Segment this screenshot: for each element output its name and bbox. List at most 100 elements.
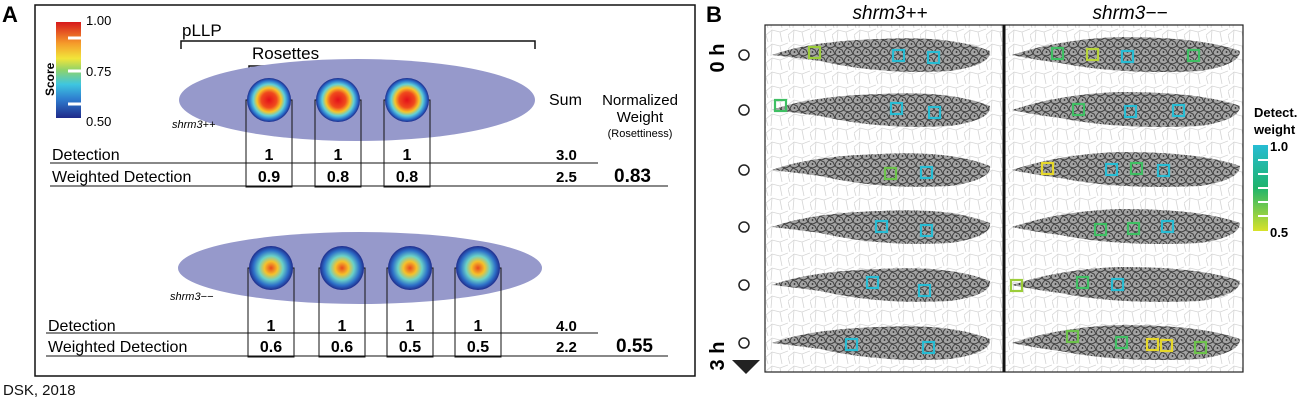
normalized-label-1: Normalized	[602, 92, 678, 109]
tissue-strip-right	[1012, 37, 1240, 72]
detection-box	[1126, 221, 1141, 236]
legend-title-2: weight	[1253, 122, 1296, 137]
mut-sum-weighted: 2.2	[556, 339, 577, 356]
detection-box	[919, 223, 934, 238]
timepoint-dot	[738, 164, 750, 176]
detection-box	[1009, 278, 1024, 293]
detection-box	[1145, 337, 1160, 352]
detection-box	[1050, 46, 1065, 61]
normalized-label-2: Weight	[617, 109, 664, 126]
detection-box	[891, 48, 906, 63]
rosettes-label: Rosettes	[252, 44, 319, 63]
wt-weighted-label: Weighted Detection	[52, 169, 191, 186]
mut-detection-value: 1	[406, 318, 415, 335]
detection-box	[1093, 222, 1108, 237]
panel-a: A 1.00 0.75 0.50 Score pLLP Rosettes Sum…	[2, 2, 696, 377]
detection-box	[889, 101, 904, 116]
wt-rosette	[247, 78, 291, 122]
wt-detection-label: Detection	[52, 147, 120, 164]
detection-box	[1110, 277, 1125, 292]
panel-b: B shrm3++ shrm3−− 0 h 3 h Detect. weight…	[700, 0, 1302, 405]
timepoint-dot	[738, 221, 750, 233]
panel-a-letter: A	[2, 2, 18, 27]
detection-box	[1123, 104, 1138, 119]
mut-detection-value: 1	[474, 318, 483, 335]
detection-box	[927, 105, 942, 120]
panel-b-figure: B shrm3++ shrm3−− 0 h 3 h Detect. weight…	[706, 2, 1297, 374]
col-left-label: shrm3++	[853, 3, 928, 24]
pllp-label: pLLP	[182, 21, 222, 40]
tissue-strip-right	[1012, 209, 1240, 244]
mut-detection-label: Detection	[48, 318, 116, 335]
sum-label: Sum	[549, 92, 582, 109]
detection-box	[874, 219, 889, 234]
mut-rosette	[388, 246, 432, 290]
wt-rosette-group	[245, 78, 431, 188]
detection-box	[865, 275, 880, 290]
detection-box	[1114, 335, 1129, 350]
mut-weighted-value: 0.6	[260, 339, 282, 356]
mut-weighted-value: 0.5	[467, 339, 489, 356]
timepoint-dot	[738, 49, 750, 61]
detection-box	[883, 166, 898, 181]
panel-a-frame	[34, 4, 696, 377]
detection-box	[1156, 163, 1171, 178]
mut-normalized-weight: 0.55	[616, 336, 653, 357]
panel-a-figure: A 1.00 0.75 0.50 Score pLLP Rosettes Sum…	[2, 2, 696, 377]
detection-box	[1160, 219, 1175, 234]
detection-box	[1193, 340, 1208, 355]
wt-weighted-value: 0.9	[258, 169, 280, 186]
wt-genotype-label: shrm3++	[172, 119, 216, 131]
detection-box	[1159, 338, 1174, 353]
mut-detection-value: 1	[267, 318, 276, 335]
time-start-label: 0 h	[707, 44, 729, 73]
detection-box	[1129, 161, 1144, 176]
timepoint-dot	[738, 337, 750, 349]
time-end-label: 3 h	[707, 342, 729, 371]
colorbar-min-label: 0.50	[86, 114, 111, 129]
legend-min-label: 0.5	[1270, 225, 1288, 240]
detection-box	[1040, 161, 1055, 176]
detection-box	[1065, 329, 1080, 344]
detection-box	[807, 45, 822, 60]
mut-genotype-label: shrm3−−	[170, 291, 214, 303]
credit-text: DSK, 2018	[3, 382, 76, 399]
pllp-bracket	[180, 40, 536, 49]
detection-box	[1071, 102, 1086, 117]
detection-box	[1120, 49, 1135, 64]
timepoint-dot	[738, 104, 750, 116]
wt-rosette	[385, 78, 429, 122]
wt-normalized-weight: 0.83	[614, 166, 651, 187]
col-right-label: shrm3−−	[1093, 3, 1168, 24]
mut-detection-value: 1	[338, 318, 347, 335]
detection-box	[1104, 162, 1119, 177]
wt-sum-weighted: 2.5	[556, 169, 577, 186]
mut-weighted-value: 0.5	[399, 339, 421, 356]
tissue-strip-right	[1012, 267, 1240, 302]
wt-weighted-value: 0.8	[327, 169, 349, 186]
detection-box	[773, 98, 788, 113]
detection-boxes	[773, 45, 1208, 355]
detection-box	[919, 165, 934, 180]
colorbar-title: Score	[43, 62, 57, 96]
detection-box	[926, 50, 941, 65]
tissue-strip-right	[1012, 152, 1240, 187]
wt-values-group: 1 0.9 1 0.8 1 0.8	[258, 147, 418, 186]
detection-box	[1171, 103, 1186, 118]
detection-box	[844, 337, 859, 352]
detection-box	[921, 340, 936, 355]
mut-sum-detection: 4.0	[556, 318, 577, 335]
detection-box	[1085, 47, 1100, 62]
tissue-strip-left	[772, 268, 991, 302]
normalized-label-3: (Rosettiness)	[608, 128, 673, 140]
legend-max-label: 1.0	[1270, 139, 1288, 154]
tissue-strip-left	[772, 326, 991, 360]
colorbar-max-label: 1.00	[86, 13, 111, 28]
detection-box	[917, 283, 932, 298]
legend-title-1: Detect.	[1254, 105, 1297, 120]
mut-values-group: 1 0.6 1 0.6 1 0.5 1 0.5	[260, 318, 489, 356]
time-arrow-icon	[732, 360, 760, 374]
panel-b-letter: B	[706, 2, 722, 27]
mut-rosette	[249, 246, 293, 290]
wt-detection-value: 1	[265, 147, 274, 164]
